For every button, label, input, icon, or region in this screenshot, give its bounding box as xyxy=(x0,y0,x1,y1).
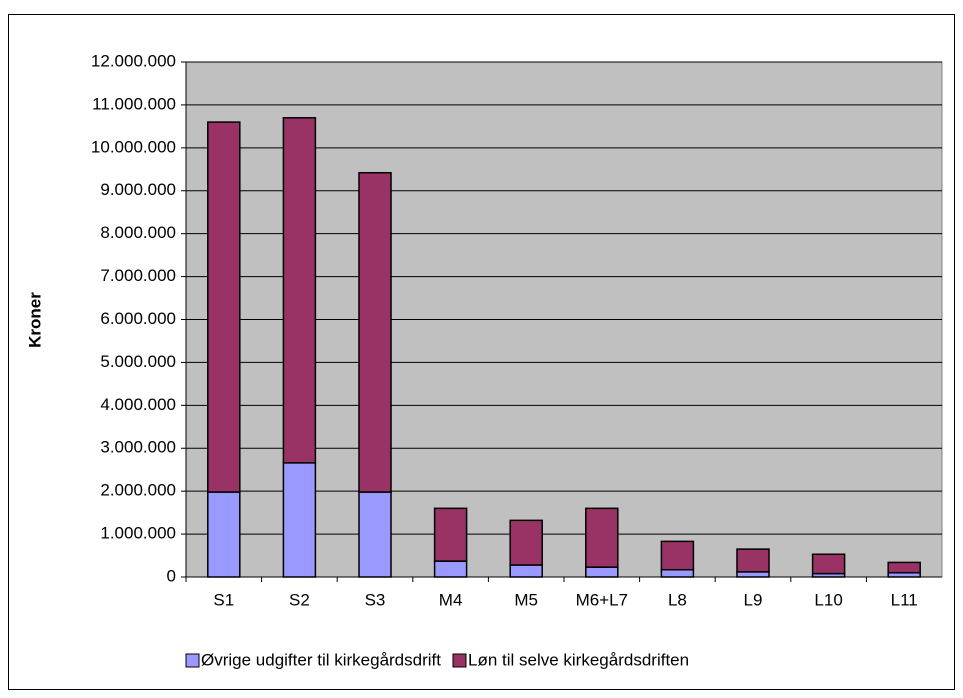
bar-segment xyxy=(811,553,846,575)
legend-swatch xyxy=(452,653,467,668)
x-tick-label: M4 xyxy=(439,590,463,609)
bar-segment xyxy=(207,491,241,578)
bar-segment xyxy=(433,507,468,562)
y-tick-label: 0 xyxy=(167,566,176,585)
y-tick-label: 11.000.000 xyxy=(92,94,176,113)
bar-segment xyxy=(660,568,695,578)
y-tick-label: 5.000.000 xyxy=(100,352,176,371)
x-tick-label: S3 xyxy=(365,590,386,609)
bar-segment xyxy=(282,117,317,464)
bar-segment xyxy=(736,548,770,573)
bar-segment xyxy=(660,540,695,571)
bar-segment xyxy=(585,566,619,578)
bar-segment xyxy=(509,564,543,578)
y-axis-label: Kroner xyxy=(25,292,44,348)
y-tick-label: 1.000.000 xyxy=(100,524,176,543)
x-tick-label: L10 xyxy=(814,590,842,609)
y-tick-label: 6.000.000 xyxy=(100,309,176,328)
legend-swatch xyxy=(185,653,200,668)
y-tick-label: 12.000.000 xyxy=(91,51,176,70)
y-tick-label: 3.000.000 xyxy=(100,438,176,457)
bar-segment xyxy=(207,121,241,493)
bar-segment xyxy=(282,462,317,578)
bar-segment xyxy=(358,491,392,578)
x-tick-label: S2 xyxy=(289,590,310,609)
x-tick-label: M6+L7 xyxy=(576,590,628,609)
bar-segment xyxy=(509,519,543,566)
bar-segment xyxy=(433,560,468,578)
x-tick-label: L11 xyxy=(891,590,918,609)
bar-segment xyxy=(358,171,392,493)
bar-segment xyxy=(736,571,770,578)
y-tick-label: 10.000.000 xyxy=(91,137,176,156)
x-tick-label: L8 xyxy=(668,590,687,609)
legend-label: Løn til selve kirkegårdsdriften xyxy=(468,650,689,669)
x-tick-label: M5 xyxy=(514,590,538,609)
y-tick-label: 2.000.000 xyxy=(100,481,176,500)
y-tick-label: 4.000.000 xyxy=(100,395,176,414)
y-tick-label: 9.000.000 xyxy=(100,180,176,199)
y-tick-label: 7.000.000 xyxy=(100,266,176,285)
bar-segment xyxy=(585,507,619,568)
bar-segment xyxy=(887,561,921,574)
y-tick-label: 8.000.000 xyxy=(100,223,176,242)
x-tick-label: L9 xyxy=(744,590,763,609)
legend-label: Øvrige udgifter til kirkegårdsdrift xyxy=(201,650,441,669)
x-tick-label: S1 xyxy=(213,590,234,609)
